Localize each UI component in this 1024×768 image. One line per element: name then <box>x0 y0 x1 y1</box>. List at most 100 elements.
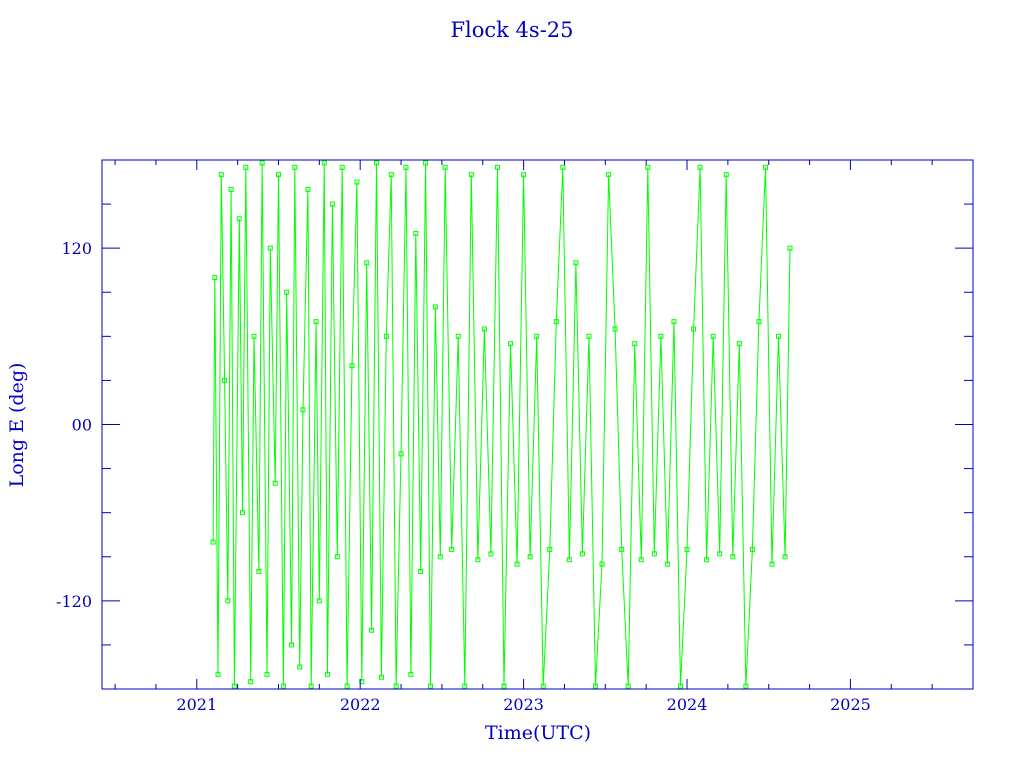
data-point <box>710 333 716 339</box>
data-point <box>697 164 703 170</box>
data-point <box>671 319 677 325</box>
data-point <box>218 172 224 178</box>
y-axis-label: Long E (deg) <box>6 363 28 488</box>
data-point <box>418 568 424 574</box>
data-point <box>573 260 579 266</box>
data-point <box>586 333 592 339</box>
data-point <box>501 683 507 689</box>
data-point <box>369 627 375 633</box>
data-point <box>566 557 572 563</box>
data-point <box>297 664 303 670</box>
data-point <box>364 260 370 266</box>
x-tick-label: 2021 <box>176 695 217 714</box>
data-point <box>280 683 286 689</box>
data-point <box>313 319 319 325</box>
data-point <box>325 671 331 677</box>
data-point <box>717 551 723 557</box>
data-point <box>344 683 350 689</box>
data-point <box>292 164 298 170</box>
data-point <box>231 683 237 689</box>
data-point <box>677 683 683 689</box>
data-point <box>248 679 254 685</box>
data-point <box>393 683 399 689</box>
data-point <box>534 333 540 339</box>
data-point <box>243 164 249 170</box>
data-point <box>769 561 775 567</box>
data-point <box>316 598 322 604</box>
data-point <box>240 510 246 516</box>
data-point <box>462 683 468 689</box>
data-point <box>782 554 788 560</box>
x-tick-label: 2022 <box>340 695 381 714</box>
chart-title: Flock 4s-25 <box>450 18 573 42</box>
data-point <box>488 551 494 557</box>
data-point <box>284 289 290 295</box>
data-point <box>691 326 697 332</box>
data-point <box>228 186 234 192</box>
data-point <box>289 642 295 648</box>
data-point <box>339 164 345 170</box>
y-tick-label: 120 <box>61 239 92 258</box>
data-point <box>540 683 546 689</box>
data-point <box>413 230 419 236</box>
data-point <box>321 160 327 166</box>
data-point <box>762 164 768 170</box>
data-point <box>398 451 404 457</box>
data-point <box>664 561 670 567</box>
data-point <box>651 551 657 557</box>
data-point <box>349 363 355 369</box>
data-point <box>645 164 651 170</box>
data-point <box>625 683 631 689</box>
data-point <box>593 683 599 689</box>
axis-ticks <box>102 160 974 689</box>
data-point <box>743 683 749 689</box>
data-point <box>553 319 559 325</box>
series-line <box>212 162 791 687</box>
y-tick-label: -120 <box>56 592 92 611</box>
data-point <box>514 561 520 567</box>
data-point <box>256 568 262 574</box>
data-point <box>749 546 755 552</box>
data-point <box>619 546 625 552</box>
data-point <box>468 172 474 178</box>
data-point <box>427 683 433 689</box>
data-point <box>329 201 335 207</box>
data-point <box>222 377 228 383</box>
x-tick-label: 2023 <box>503 695 544 714</box>
data-point <box>494 164 500 170</box>
data-point <box>275 172 281 178</box>
data-series <box>210 160 793 689</box>
data-point <box>272 480 278 486</box>
data-point <box>730 554 736 560</box>
data-point <box>437 554 443 560</box>
data-point <box>442 164 448 170</box>
data-point <box>432 304 438 310</box>
data-point <box>236 216 242 222</box>
data-point <box>560 164 566 170</box>
data-point <box>787 245 793 251</box>
data-point <box>408 671 414 677</box>
data-point <box>704 557 710 563</box>
data-point <box>215 671 221 677</box>
data-point <box>308 683 314 689</box>
data-point <box>606 172 612 178</box>
data-point <box>723 172 729 178</box>
data-point <box>374 160 380 166</box>
data-point <box>225 598 231 604</box>
data-point <box>251 333 257 339</box>
data-point <box>658 333 664 339</box>
x-axis-label: Time(UTC) <box>485 722 591 744</box>
x-tick-label: 2024 <box>667 695 708 714</box>
data-point <box>378 674 384 680</box>
data-point <box>264 671 270 677</box>
x-tick-label: 2025 <box>830 695 871 714</box>
data-point <box>579 551 585 557</box>
data-point <box>455 333 461 339</box>
data-point <box>638 557 644 563</box>
data-point <box>388 172 394 178</box>
data-point <box>547 546 553 552</box>
data-point <box>212 275 218 281</box>
data-point <box>736 341 742 347</box>
data-point <box>481 326 487 332</box>
